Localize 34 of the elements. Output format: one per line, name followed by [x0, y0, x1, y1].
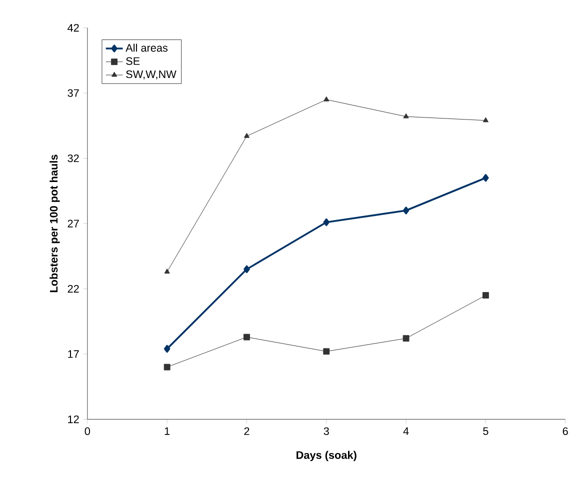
- point: [403, 113, 409, 118]
- y-tick-label: 32: [68, 154, 79, 162]
- point: [244, 265, 250, 274]
- point: [164, 345, 170, 353]
- y-tick-label: 37: [68, 89, 79, 98]
- point: [244, 132, 250, 138]
- point: [164, 364, 170, 370]
- point: [164, 268, 170, 274]
- x-tick-label: 6: [562, 427, 568, 436]
- legend-label: SE: [126, 57, 140, 66]
- x-tick-label: 0: [84, 427, 90, 436]
- x-tick-label: 5: [483, 427, 488, 436]
- point: [482, 174, 489, 182]
- point: [402, 206, 410, 214]
- point: [482, 117, 489, 122]
- y-axis-title: Lobsters per 100 pot hauls: [50, 154, 60, 292]
- point: [323, 348, 330, 355]
- y-tick-label: 17: [68, 350, 79, 358]
- x-tick-label: 1: [164, 427, 170, 435]
- x-axis-title: Days (soak): [296, 451, 356, 462]
- y-tick-label: 42: [68, 24, 79, 32]
- legend-label: All areas: [126, 44, 168, 52]
- y-tick-label: 27: [68, 220, 79, 228]
- x-tick-label: 3: [324, 427, 329, 436]
- legend-label: SW,W,NW: [126, 70, 176, 80]
- point: [482, 292, 489, 299]
- point: [244, 334, 250, 340]
- x-tick-label: 2: [244, 427, 250, 436]
- point: [324, 96, 330, 102]
- point: [323, 218, 330, 226]
- point: [402, 335, 410, 342]
- x-tick-label: 4: [403, 427, 409, 435]
- y-tick-label: 12: [68, 416, 79, 424]
- y-tick-label: 22: [68, 285, 79, 293]
